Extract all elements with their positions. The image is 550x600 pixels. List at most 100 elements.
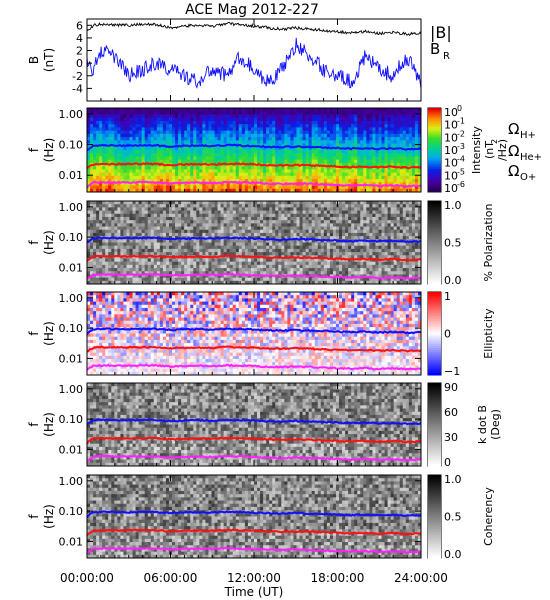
spectrogram-cell	[318, 114, 321, 118]
spectrogram-cell	[190, 201, 193, 205]
spectrogram-cell	[157, 249, 160, 253]
spectrogram-cell	[233, 153, 236, 157]
spectrogram-cell	[142, 147, 145, 151]
spectrogram-cell	[160, 118, 163, 122]
spectrogram-cell	[290, 169, 293, 173]
spectrogram-cell	[133, 173, 136, 177]
spectrogram-cell	[306, 252, 309, 256]
spectrogram-cell	[190, 262, 193, 266]
spectrogram-cell	[215, 227, 218, 231]
spectrogram-cell	[239, 150, 242, 154]
spectrogram-cell	[126, 108, 129, 112]
spectrogram-cell	[126, 147, 129, 151]
spectrogram-cell	[215, 186, 218, 190]
spectrogram-cell	[163, 121, 166, 125]
spectrogram-cell	[205, 166, 208, 170]
spectrogram-cell	[303, 118, 306, 122]
spectrogram-cell	[354, 176, 357, 180]
spectrogram-cell	[172, 207, 175, 211]
spectrogram-cell	[290, 156, 293, 160]
spectrogram-cell	[145, 140, 148, 144]
spectrogram-cell	[230, 176, 233, 180]
spectrogram-cell	[196, 111, 199, 115]
spectrogram-cell	[257, 258, 260, 262]
spectrogram-cell	[160, 204, 163, 208]
spectrogram-cell	[348, 121, 351, 125]
spectrogram-cell	[287, 249, 290, 253]
spectrogram-cell	[263, 140, 266, 144]
spectrogram-cell	[403, 160, 406, 164]
spectrogram-cell	[205, 204, 208, 208]
spectrogram-cell	[142, 166, 145, 170]
spectrogram-cell	[357, 179, 360, 183]
spectrogram-cell	[321, 265, 324, 269]
spectrogram-cell	[303, 211, 306, 215]
spectrogram-cell	[111, 233, 114, 237]
spectrogram-cell	[211, 204, 214, 208]
spectrogram-cell	[151, 173, 154, 177]
spectrogram-cell	[190, 239, 193, 243]
spectrogram-cell	[254, 118, 257, 122]
spectrogram-cell	[202, 186, 205, 190]
spectrogram-cell	[248, 258, 251, 262]
spectrogram-cell	[114, 268, 117, 272]
spectrogram-cell	[275, 258, 278, 262]
spectrogram-cell	[257, 108, 260, 112]
spectrogram-cell	[239, 111, 242, 115]
spectrogram-cell	[257, 121, 260, 125]
spectrogram-cell	[157, 201, 160, 205]
spectrogram-cell	[257, 176, 260, 180]
spectrogram-cell	[96, 169, 99, 173]
spectrogram-cell	[221, 121, 224, 125]
spectrogram-cell	[205, 137, 208, 141]
spectrogram-cell	[211, 249, 214, 253]
spectrogram-cell	[239, 140, 242, 144]
spectrogram-cell	[126, 169, 129, 173]
spectrogram-cell	[111, 140, 114, 144]
spectrogram-cell	[133, 134, 136, 138]
spectrogram-cell	[406, 160, 409, 164]
spectrogram-cell	[154, 140, 157, 144]
spectrogram-cell	[272, 233, 275, 237]
spectrogram-cell	[248, 137, 251, 141]
spectrogram-cell	[406, 121, 409, 125]
spectrogram-cell	[281, 217, 284, 221]
spectrogram-cell	[330, 186, 333, 190]
spectrogram-cell	[321, 124, 324, 128]
spectrogram-cell	[221, 137, 224, 141]
spectrogram-cell	[145, 169, 148, 173]
spectrogram-cell	[388, 127, 391, 131]
spectrogram-cell	[120, 134, 123, 138]
spectrogram-cell	[412, 179, 415, 183]
spectrogram-cell	[151, 249, 154, 253]
spectrogram-cell	[211, 111, 214, 115]
spectrogram-cell	[300, 217, 303, 221]
spectrogram-cell	[190, 223, 193, 227]
spectrogram-cell	[284, 118, 287, 122]
spectrogram-cell	[111, 265, 114, 269]
spectrogram-cell	[175, 124, 178, 128]
spectrogram-cell	[409, 156, 412, 160]
spectrogram-cell	[145, 114, 148, 118]
spectrogram-cell	[93, 243, 96, 247]
spectrogram-cell	[139, 268, 142, 272]
spectrogram-cell	[142, 214, 145, 218]
spectrogram-cell	[230, 207, 233, 211]
spectrogram-cell	[190, 217, 193, 221]
spectrogram-cell	[403, 131, 406, 135]
spectrogram-cell	[126, 239, 129, 243]
spectrogram-cell	[126, 230, 129, 234]
spectrogram-cell	[133, 127, 136, 131]
spectrogram-cell	[99, 186, 102, 190]
spectrogram-cell	[99, 156, 102, 160]
spectrogram-cell	[154, 137, 157, 141]
spectrogram-cell	[363, 131, 366, 135]
spectrogram-cell	[327, 150, 330, 154]
spectrogram-cell	[148, 227, 151, 231]
spectrogram-cell	[227, 150, 230, 154]
spectrogram-cell	[303, 278, 306, 282]
spectrogram-cell	[263, 249, 266, 253]
spectrogram-cell	[369, 169, 372, 173]
spectrogram-cell	[178, 258, 181, 262]
spectrogram-cell	[257, 111, 260, 115]
